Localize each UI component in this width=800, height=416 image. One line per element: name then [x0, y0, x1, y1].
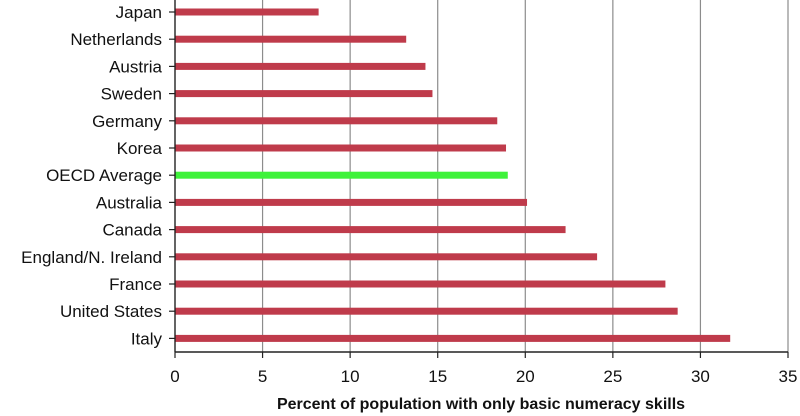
tick-labels: 0 5 10 15 20 25 30 35: [170, 367, 797, 386]
category-label: Australia: [96, 193, 163, 212]
bar-austria: [175, 62, 426, 70]
x-tick-label-20: 20: [516, 367, 535, 386]
category-labels: Japan Netherlands Austria Sweden Germany Kore…: [21, 3, 162, 348]
bars: [175, 8, 731, 342]
bar-germany: [175, 117, 498, 125]
x-tick-label-0: 0: [170, 367, 179, 386]
bar-united-states: [175, 307, 678, 315]
category-label: Japan: [116, 3, 162, 22]
category-label: OECD Average: [46, 166, 162, 185]
x-tick-label-5: 5: [258, 367, 267, 386]
x-tick-label-30: 30: [691, 367, 710, 386]
x-tick-label-10: 10: [341, 367, 360, 386]
axes: [169, 0, 789, 358]
bar-oecd-average: [175, 171, 508, 179]
bar-sweden: [175, 90, 433, 98]
bar-netherlands: [175, 35, 407, 43]
bar-japan: [175, 8, 319, 16]
category-label: United States: [60, 302, 162, 321]
category-label: Netherlands: [70, 30, 162, 49]
category-label: Germany: [92, 112, 162, 131]
category-label: Canada: [102, 221, 162, 240]
bar-england-n-ireland: [175, 253, 598, 261]
bar-korea: [175, 144, 507, 152]
category-label: England/N. Ireland: [21, 248, 162, 267]
bar-canada: [175, 226, 566, 234]
x-tick-label-35: 35: [779, 367, 798, 386]
bar-france: [175, 280, 666, 288]
bar-australia: [175, 198, 528, 206]
bar-italy: [175, 334, 731, 342]
x-tick-label-15: 15: [428, 367, 447, 386]
category-label: France: [109, 275, 162, 294]
category-label: Korea: [117, 139, 163, 158]
x-axis-title: Percent of population with only basic nu…: [277, 396, 685, 413]
category-label: Austria: [109, 57, 162, 76]
x-tick-label-25: 25: [603, 367, 622, 386]
category-label: Sweden: [101, 85, 162, 104]
category-label: Italy: [131, 329, 163, 348]
